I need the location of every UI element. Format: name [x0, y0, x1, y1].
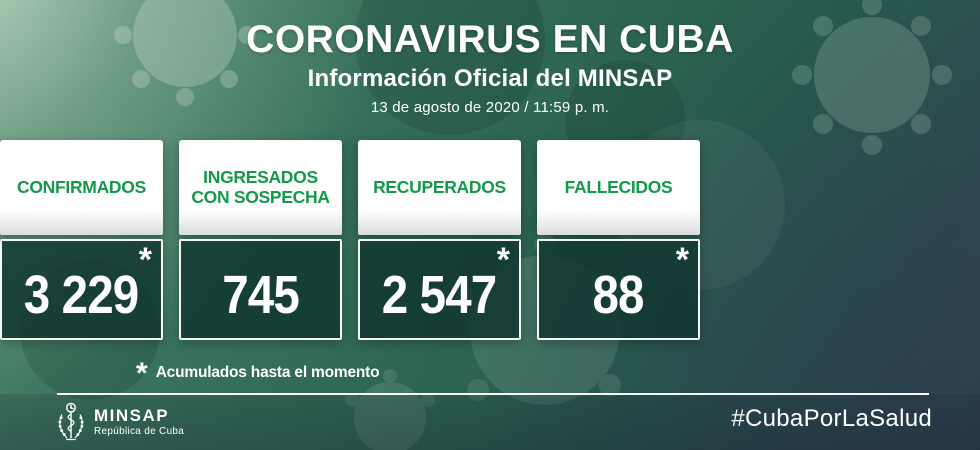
header: CORONAVIRUS EN CUBA Información Oficial … [0, 0, 980, 116]
footer-dark-band [0, 394, 980, 450]
logo-text: MINSAP República de Cuba [94, 405, 185, 438]
footnote-asterisk: * [675, 243, 689, 267]
logo-subtitle: República de Cuba [94, 426, 185, 438]
stat-card-value-panel: * 2 547 [358, 239, 521, 340]
stat-card-label: INGRESADOS CON SOSPECHA [179, 140, 342, 235]
page-subtitle: Información Oficial del MINSAP [307, 64, 673, 92]
stat-card-value: 3 229 [24, 264, 139, 325]
stat-card-value: 2 547 [382, 264, 497, 325]
stat-card-value-panel: * 88 [537, 239, 700, 340]
stat-card-recuperados: RECUPERADOS * 2 547 [358, 140, 521, 340]
campaign-hashtag: #CubaPorLaSalud [731, 405, 932, 432]
minsap-logo: MINSAP República de Cuba [56, 402, 184, 442]
minsap-emblem-icon [58, 402, 84, 441]
page-title: CORONAVIRUS EN CUBA [246, 18, 734, 61]
footnote: * Acumulados hasta el momento [136, 360, 380, 382]
stat-card-label: CONFIRMADOS [0, 140, 163, 235]
footer-divider [57, 393, 929, 395]
stat-card-confirmados: CONFIRMADOS * 3 229 [0, 140, 163, 340]
stat-card-label: RECUPERADOS [358, 140, 521, 235]
stat-card-fallecidos: FALLECIDOS * 88 [537, 140, 700, 340]
footnote-asterisk: * [138, 243, 152, 267]
logo-title: MINSAP [94, 405, 170, 425]
stats-cards: CONFIRMADOS * 3 229 INGRESADOS CON SOSPE… [0, 140, 700, 340]
stat-card-label: FALLECIDOS [537, 140, 700, 235]
footnote-text: Acumulados hasta el momento [155, 364, 380, 381]
footnote-asterisk: * [136, 360, 148, 380]
stat-card-value-panel: * 3 229 [0, 239, 163, 340]
stat-card-value: 88 [592, 264, 645, 325]
stat-card-ingresados: INGRESADOS CON SOSPECHA 745 [179, 140, 342, 340]
stat-card-value: 745 [222, 264, 300, 325]
stat-card-value-panel: 745 [179, 239, 342, 340]
footnote-asterisk: * [496, 243, 510, 267]
report-date: 13 de agosto de 2020 / 11:59 p. m. [370, 98, 610, 116]
